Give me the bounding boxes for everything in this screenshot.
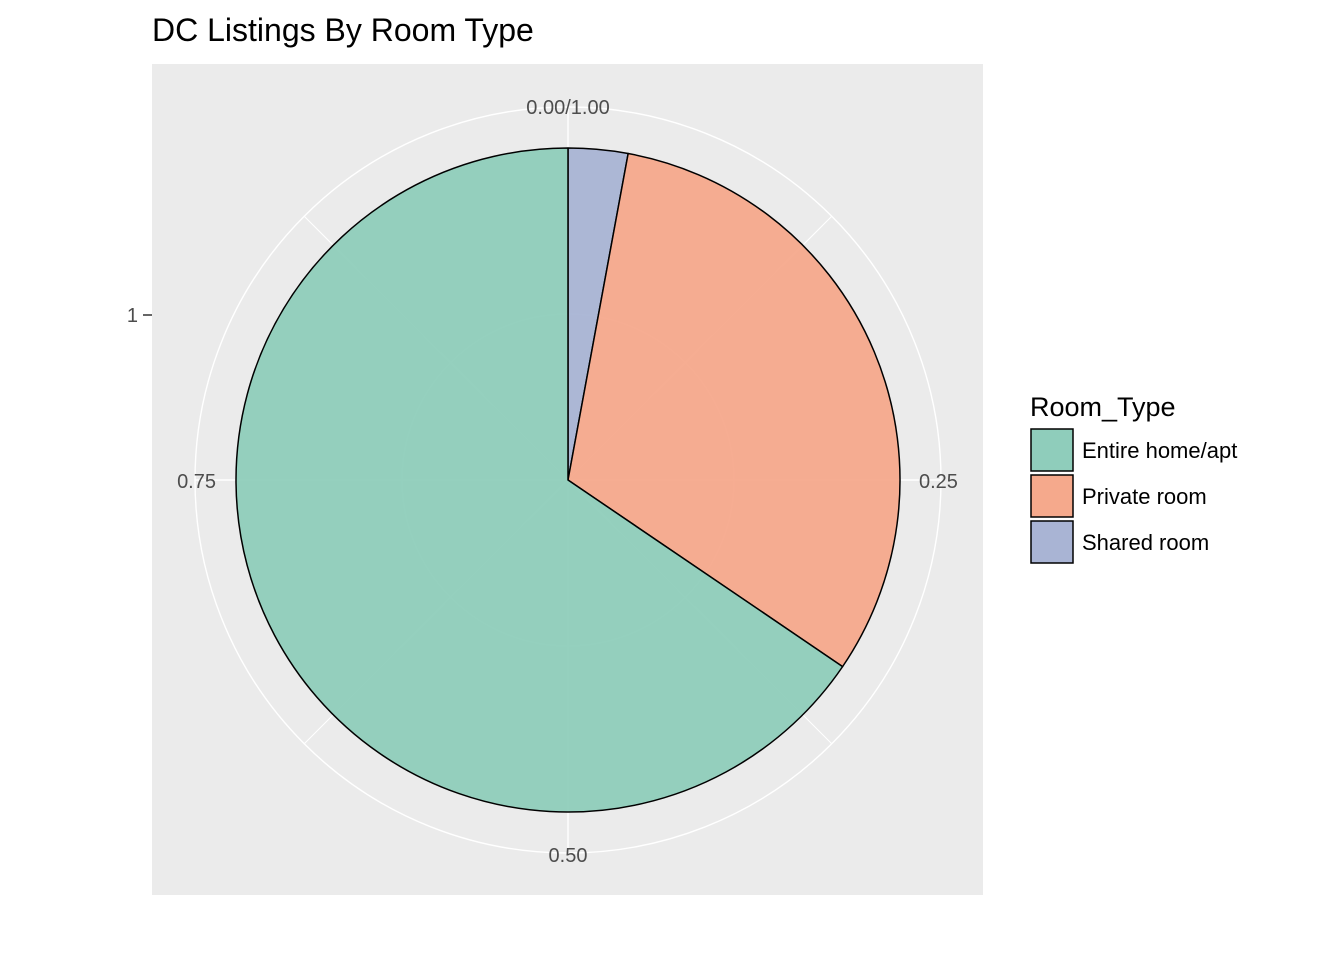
angle-tick-label: 0.75 bbox=[177, 471, 216, 493]
legend-title: Room_Type bbox=[1030, 392, 1176, 422]
legend-swatch bbox=[1030, 520, 1074, 564]
legend: Room_Type Entire home/apt Private room Sha… bbox=[1030, 392, 1237, 564]
pie-slices bbox=[235, 147, 901, 813]
angle-tick-label: 0.25 bbox=[919, 471, 958, 493]
chart-title: DC Listings By Room Type bbox=[152, 12, 534, 48]
legend-label: Shared room bbox=[1082, 530, 1209, 555]
legend-items: Entire home/apt Private room Shared room bbox=[1030, 428, 1237, 564]
pie-slice-entire-home-apt bbox=[235, 147, 844, 813]
legend-label: Private room bbox=[1082, 484, 1207, 509]
angle-tick-label: 0.50 bbox=[549, 845, 588, 867]
angle-tick-labels: 0.00/1.00 0.25 0.50 0.75 bbox=[177, 97, 958, 867]
radial-tick-label: 1 bbox=[127, 305, 138, 327]
angle-tick-label: 0.00/1.00 bbox=[526, 97, 609, 119]
legend-swatch bbox=[1030, 428, 1074, 472]
pie-slice-private-room bbox=[567, 152, 901, 668]
legend-swatch bbox=[1030, 474, 1074, 518]
legend-label: Entire home/apt bbox=[1082, 438, 1237, 463]
